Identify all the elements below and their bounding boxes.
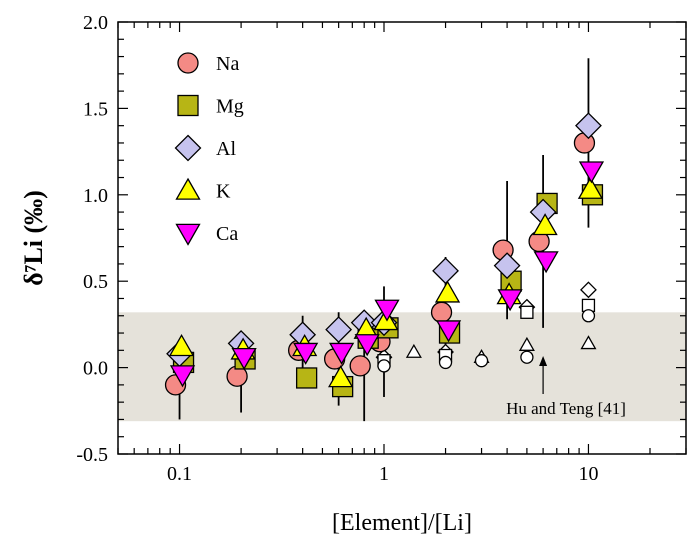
y-axis-title: δ⁷Li (‰): [19, 190, 48, 286]
y-tick-label: 0.5: [83, 271, 108, 293]
data-point-al: [493, 252, 521, 280]
data-point-al: [575, 112, 602, 140]
legend: Na Mg Al K Ca: [174, 52, 244, 246]
y-tick-label: -0.5: [76, 444, 108, 466]
tick-labels: 0.1 1 10 -0.5 0.0 0.5 1.0 1.5 2.0: [76, 12, 598, 485]
legend-label-ca: Ca: [216, 223, 238, 245]
data-point-k: [434, 280, 461, 303]
y-tick-label: 1.0: [83, 185, 108, 207]
reference-point: [474, 354, 489, 368]
data-point-k: [168, 334, 195, 357]
legend-marker-al: [174, 134, 202, 162]
legend-marker-na: [177, 52, 199, 74]
legend-marker-k: [175, 177, 201, 200]
data-markers: [164, 112, 605, 398]
reference-point: [520, 305, 534, 319]
reference-point: [580, 335, 597, 350]
data-point-ca: [435, 320, 462, 343]
data-point-ca: [533, 251, 559, 274]
plot-frame: [117, 21, 687, 455]
annotation-label: Hu and Teng [41]: [506, 399, 626, 418]
data-point-ca: [293, 342, 319, 365]
reference-point: [405, 343, 422, 358]
y-tick-label: 2.0: [83, 12, 108, 34]
y-tick-label: 0.0: [83, 358, 108, 380]
data-point-k: [328, 365, 354, 388]
reference-point: [581, 309, 596, 323]
data-point-k: [577, 176, 604, 199]
x-tick-label: 1: [379, 463, 389, 485]
legend-marker-mg: [177, 94, 199, 117]
legend-marker-ca: [175, 223, 201, 246]
annotation-arrow-head: [539, 356, 548, 366]
data-point-ca: [497, 289, 523, 312]
data-point-al: [325, 316, 353, 344]
x-axis-title: [Element]/[Li]: [332, 510, 472, 536]
legend-label-al: Al: [216, 138, 236, 160]
annotation: Hu and Teng [41]: [506, 356, 626, 418]
legend-label-na: Na: [216, 53, 239, 75]
y-tick-label: 1.5: [83, 98, 108, 120]
reference-point: [518, 336, 535, 351]
reference-point: [377, 359, 391, 373]
legend-label-mg: Mg: [216, 96, 244, 118]
x-tick-label: 0.1: [167, 463, 192, 485]
data-point-al: [432, 257, 459, 285]
reference-point: [438, 355, 453, 370]
shaded-band: [118, 312, 686, 422]
legend-label-k: K: [216, 181, 231, 203]
data-point-mg: [295, 367, 318, 389]
data-point-na: [349, 355, 371, 377]
data-point-ca: [374, 299, 400, 322]
axis-ticks: [117, 21, 687, 455]
data-point-ca: [329, 342, 355, 365]
data-point-ca: [354, 334, 380, 357]
data-point-ca: [578, 161, 605, 184]
shaded-band-layer: [118, 312, 686, 422]
reference-points: [375, 281, 597, 373]
reference-point: [580, 281, 597, 299]
x-tick-label: 10: [578, 463, 598, 485]
data-point-ca: [231, 347, 257, 371]
data-point-ca: [169, 365, 196, 388]
data-point-na: [430, 301, 453, 323]
reference-point: [520, 350, 534, 364]
data-point-k: [532, 213, 558, 236]
